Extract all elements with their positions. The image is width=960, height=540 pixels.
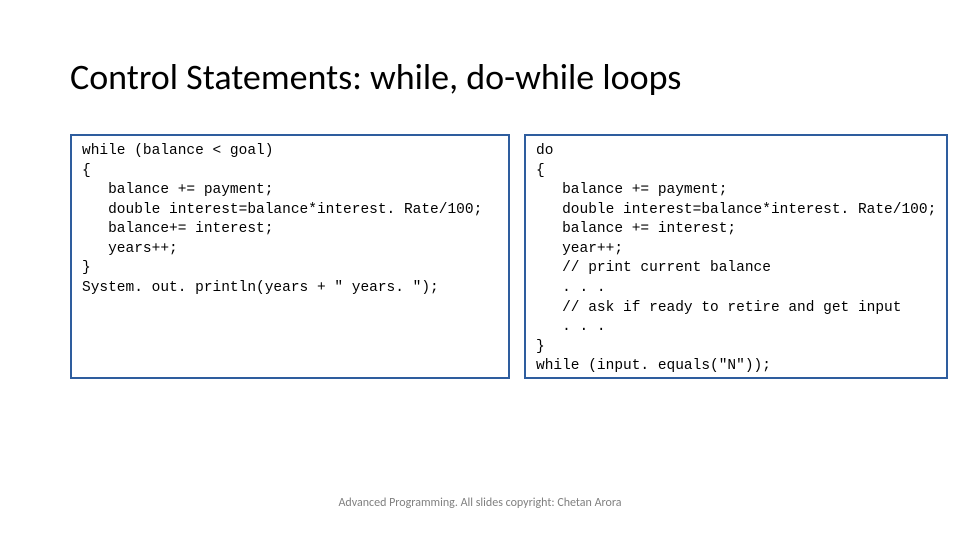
slide-container: Control Statements: while, do-while loop…: [0, 0, 960, 540]
slide-footer: Advanced Programming. All slides copyrig…: [0, 496, 960, 510]
while-loop-code: while (balance < goal) { balance += paym…: [70, 134, 510, 379]
slide-title: Control Statements: while, do-while loop…: [70, 55, 910, 99]
do-while-loop-code: do { balance += payment; double interest…: [524, 134, 948, 379]
code-container: while (balance < goal) { balance += paym…: [70, 134, 910, 379]
